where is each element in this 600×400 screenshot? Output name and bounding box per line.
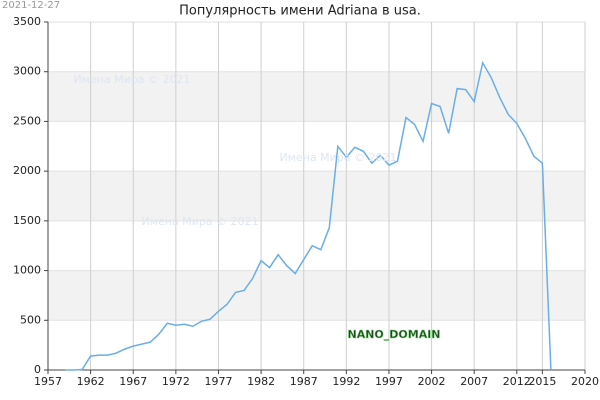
y-tick-label: 500	[20, 313, 41, 326]
band	[48, 171, 585, 221]
watermark: Имена Мира © 2021	[279, 151, 396, 164]
nano-domain: NANO_DOMAIN	[347, 328, 440, 341]
band	[48, 71, 585, 122]
y-tick-label: 2500	[13, 114, 41, 127]
date-stamp: 2021-12-27	[2, 0, 60, 11]
series-line	[65, 60, 552, 371]
x-tick-label: 2015	[528, 375, 556, 388]
band	[48, 270, 585, 321]
watermark: Имена Мира © 2021	[141, 215, 258, 228]
x-tick-label: 1987	[290, 375, 318, 388]
y-tick-label: 3000	[13, 65, 41, 78]
x-tick-label: 1977	[204, 375, 232, 388]
x-tick-label: 1982	[247, 375, 275, 388]
x-tick-label: 2002	[418, 375, 446, 388]
y-tick-label: 2000	[13, 164, 41, 177]
watermark: Имена Мира © 2021	[73, 73, 190, 86]
x-tick-label: 1957	[34, 375, 62, 388]
x-tick-label: 1972	[162, 375, 190, 388]
x-tick-label: 1967	[119, 375, 147, 388]
y-tick-label: 1000	[13, 264, 41, 277]
plot-area: 0 500 1000 1500 2000 2500 3000 3500 1957 1962 1967…	[13, 15, 599, 388]
y-tick-label: 1500	[13, 214, 41, 227]
chart-title: Популярность имени Adriana в usa.	[179, 4, 421, 19]
y-tick-label: 3500	[13, 15, 41, 28]
x-tick-label: 2020	[571, 375, 599, 388]
y-tick-label: 0	[34, 363, 41, 376]
x-tick-label: 2012	[503, 375, 531, 388]
x-tick-label: 1962	[77, 375, 105, 388]
x-tick-label: 2007	[460, 375, 488, 388]
x-tick-label: 1997	[375, 375, 403, 388]
x-tick-label: 1992	[332, 375, 360, 388]
